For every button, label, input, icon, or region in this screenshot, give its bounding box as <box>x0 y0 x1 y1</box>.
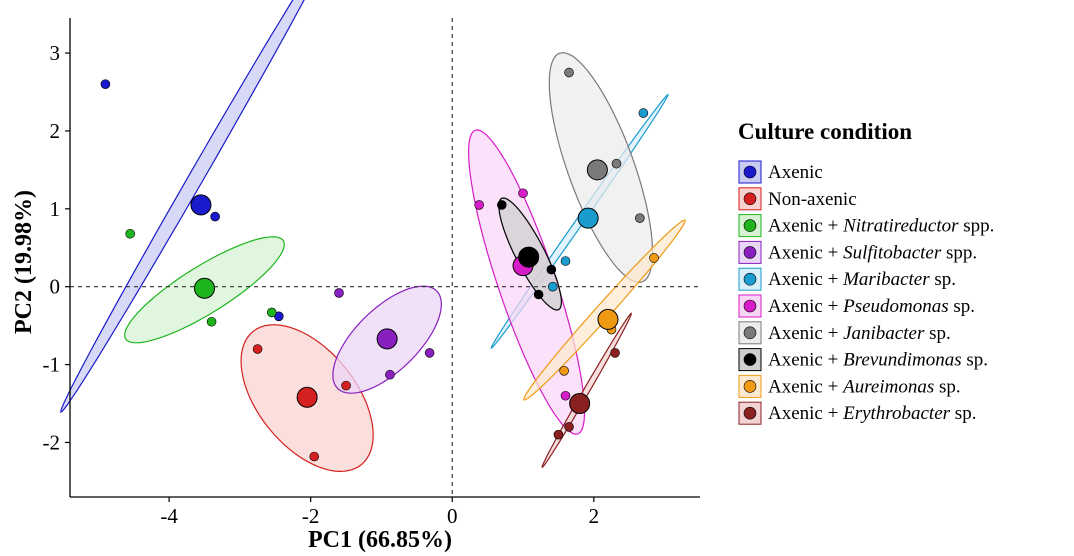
y-tick-label-1: -1 <box>43 353 61 377</box>
data-point-4-0 <box>560 256 571 266</box>
data-point-6-2 <box>611 158 622 169</box>
centroid-point-8 <box>597 308 619 330</box>
legend-marker-3 <box>743 246 757 259</box>
y-tick-label-5: 3 <box>50 41 61 65</box>
legend-label-0: Axenic <box>768 162 823 183</box>
legend-marker-6 <box>743 326 757 340</box>
data-point-3-2 <box>424 348 435 358</box>
centroid-point-9 <box>569 393 591 415</box>
y-tick-label-3: 1 <box>50 197 61 221</box>
legend-label-4: Axenic + Maribacter sp. <box>768 269 956 290</box>
y-tick-label-4: 2 <box>50 119 61 143</box>
legend-label-9: Axenic + Erythrobacter sp. <box>768 403 976 424</box>
data-point-0-1 <box>210 211 220 222</box>
legend-label-5: Axenic + Pseudomonas sp. <box>768 296 975 317</box>
legend-marker-9 <box>743 406 757 420</box>
centroid-point-0 <box>190 194 212 216</box>
data-point-2-0 <box>125 228 135 239</box>
axes: -4 -2 0 2 -2 -1 0 1 2 3 <box>43 18 700 528</box>
data-point-8-0 <box>649 253 659 263</box>
data-point-2-1 <box>206 316 217 327</box>
legend-label-3: Axenic + Sulfitobacter spp. <box>768 242 977 263</box>
centroid-point-2 <box>193 277 215 299</box>
legend-marker-8 <box>743 380 757 393</box>
legend-marker-2 <box>743 219 757 232</box>
centroid-point-3 <box>376 328 398 350</box>
data-point-3-1 <box>385 369 395 380</box>
x-tick-label-0: -4 <box>160 504 178 528</box>
centroid-point-7 <box>518 246 540 268</box>
data-point-0-0 <box>100 79 111 90</box>
data-point-5-1 <box>518 188 528 199</box>
legend-title: Culture condition <box>738 119 912 144</box>
data-point-6-1 <box>635 213 645 223</box>
y-tick-label-0: -2 <box>43 430 61 454</box>
data-point-6-0 <box>564 67 574 78</box>
data-point-5-2 <box>560 390 571 401</box>
legend-marker-7 <box>743 353 757 366</box>
y-tick-label-2: 0 <box>50 275 61 299</box>
x-tick-label-2: 0 <box>447 504 458 528</box>
x-tick-label-1: -2 <box>302 504 320 528</box>
legend-label-6: Axenic + Janibacter sp. <box>768 323 951 344</box>
legend-label-8: Axenic + Aureimonas sp. <box>768 376 961 397</box>
legend-label-2: Axenic + Nitratireductor spp. <box>768 216 994 237</box>
data-point-1-2 <box>309 451 320 462</box>
legend-marker-0 <box>743 165 757 179</box>
data-point-7-2 <box>533 289 544 300</box>
legend-label-1: Non-axenic <box>768 189 857 210</box>
data-point-8-1 <box>559 366 569 376</box>
data-point-1-1 <box>341 380 351 391</box>
data-point-9-2 <box>553 429 564 440</box>
legend-label-7: Axenic + Brevundimonas sp. <box>768 350 988 371</box>
legend-marker-1 <box>743 192 757 206</box>
data-point-4-2 <box>638 108 649 118</box>
centroid-point-4 <box>577 207 599 229</box>
centroid-point-6 <box>586 159 608 181</box>
data-point-1-0 <box>252 344 263 354</box>
data-point-2-2 <box>266 307 277 318</box>
confidence-ellipse-5 <box>467 129 586 435</box>
centroid-point-1 <box>296 386 318 408</box>
data-point-9-0 <box>610 348 620 358</box>
x-axis-title: PC1 (66.85%) <box>308 527 452 553</box>
legend: Culture condition Axenic Non-axenic Axenic… <box>738 119 994 425</box>
data-point-5-0 <box>474 200 484 210</box>
legend-marker-5 <box>743 299 757 313</box>
plot-area <box>60 0 700 497</box>
x-tick-label-3: 2 <box>589 504 600 528</box>
data-point-9-1 <box>564 422 574 432</box>
y-axis-title: PC2 (19.98%) <box>11 190 37 334</box>
data-point-7-1 <box>546 264 557 275</box>
data-point-4-1 <box>547 281 558 292</box>
legend-marker-4 <box>743 272 757 286</box>
data-point-7-0 <box>496 200 507 210</box>
data-point-3-0 <box>334 288 344 298</box>
confidence-ellipse-0 <box>60 0 305 414</box>
